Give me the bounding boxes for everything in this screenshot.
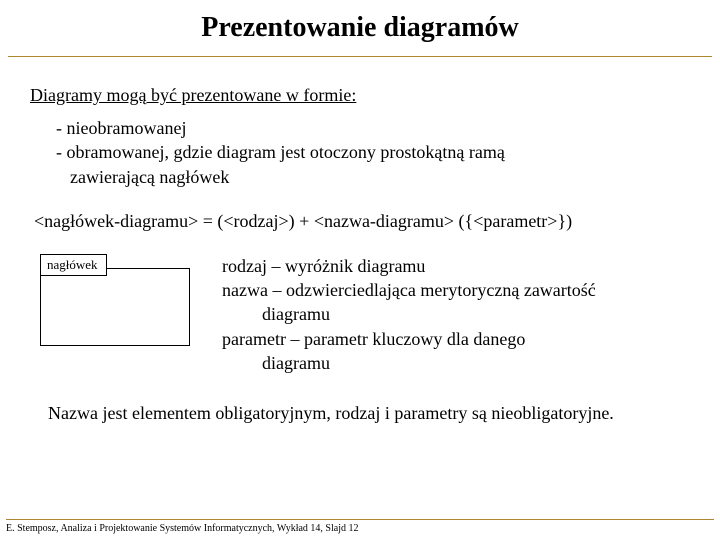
bullet-list: - nieobramowanej - obramowanej, gdzie di… bbox=[30, 116, 690, 189]
bullet-item-2: - obramowanej, gdzie diagram jest otoczo… bbox=[56, 140, 690, 164]
diagram-outer-box bbox=[40, 268, 190, 346]
footer-text: E. Stemposz, Analiza i Projektowanie Sys… bbox=[6, 523, 358, 534]
def-nazwa: nazwa – odzwierciedlająca merytoryczną z… bbox=[222, 278, 596, 302]
def-parametr: parametr – parametr kluczowy dla danego bbox=[222, 327, 596, 351]
def-rodzaj: rodzaj – wyróżnik diagramu bbox=[222, 254, 596, 278]
def-parametr-cont: diagramu bbox=[222, 351, 596, 375]
content-area: Diagramy mogą być prezentowane w formie:… bbox=[0, 57, 720, 424]
slide: Prezentowanie diagramów Diagramy mogą by… bbox=[0, 0, 720, 540]
diagram-row: nagłówek rodzaj – wyróżnik diagramu nazw… bbox=[40, 254, 690, 375]
footer: E. Stemposz, Analiza i Projektowanie Sys… bbox=[6, 519, 714, 534]
bullet-item-2-cont: zawierającą nagłówek bbox=[56, 165, 690, 189]
def-nazwa-cont: diagramu bbox=[222, 302, 596, 326]
bottom-note: Nazwa jest elementem obligatoryjnym, rod… bbox=[48, 403, 690, 424]
formula-text: <nagłówek-diagramu> = (<rodzaj>) + <nazw… bbox=[34, 211, 690, 232]
diagram-label-tab: nagłówek bbox=[40, 254, 107, 276]
definitions: rodzaj – wyróżnik diagramu nazwa – odzwi… bbox=[222, 254, 596, 375]
slide-title: Prezentowanie diagramów bbox=[0, 0, 720, 52]
diagram-box: nagłówek bbox=[40, 254, 190, 346]
diagram-label-text: nagłówek bbox=[47, 257, 98, 272]
bullet-item-1: - nieobramowanej bbox=[56, 116, 690, 140]
subtitle: Diagramy mogą być prezentowane w formie: bbox=[30, 85, 690, 106]
